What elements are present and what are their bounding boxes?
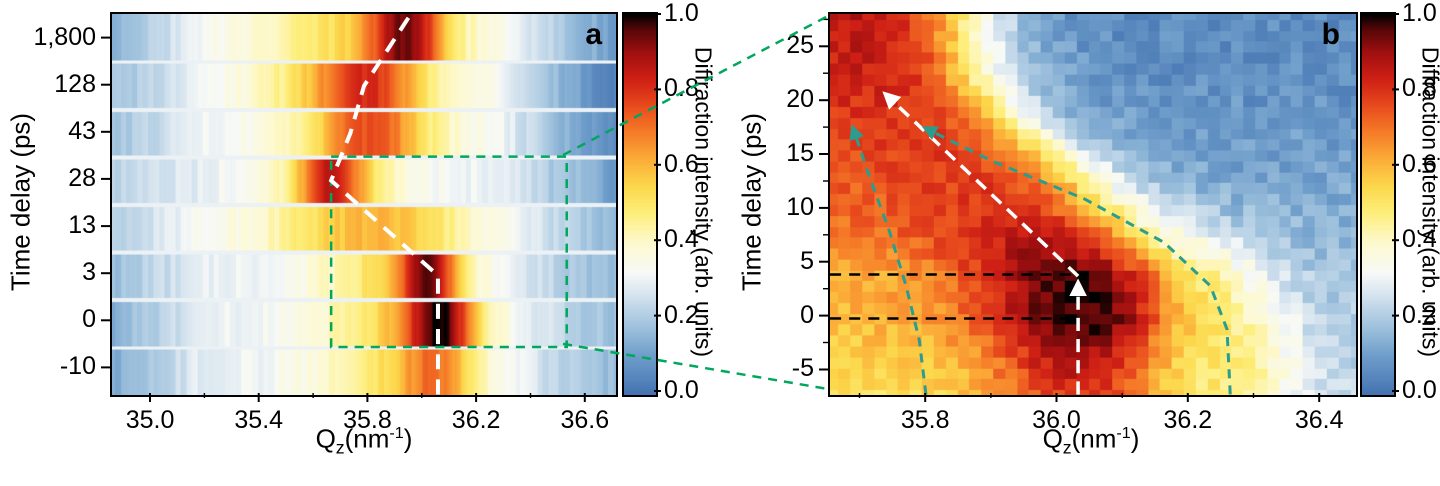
y-tick-label-a: -10 (59, 352, 96, 381)
q-subscript: z (335, 437, 345, 458)
unit-open: (nm (344, 423, 390, 454)
x-tick-label-a: 35.4 (234, 406, 284, 434)
unit-close: ) (1130, 423, 1140, 454)
y-tick-label-b: 15 (786, 139, 814, 168)
colorbar-b-gradient (1362, 14, 1394, 395)
y-tick-label-b: 5 (800, 246, 814, 275)
panel-a-heatmap (112, 14, 616, 395)
colorbar-tick-label-b: 0.6 (1402, 149, 1437, 178)
x-tick-label-b: 36.2 (1163, 406, 1213, 434)
colorbar-tick-label-a: 1.0 (664, 0, 699, 27)
y-tick-label-a: 3 (82, 258, 96, 287)
x-tick-label-a: 36.6 (560, 406, 610, 434)
colorbar-tick-label-a: 0.4 (664, 225, 699, 254)
colorbar-tick-label-b: 0.8 (1402, 74, 1437, 103)
colorbar-tick-label-b: 0.0 (1402, 376, 1437, 404)
y-tick-label-a: 43 (68, 116, 96, 145)
q-symbol: Q (1042, 423, 1063, 454)
x-tick-label-a: 35.8 (343, 406, 392, 434)
colorbar-a-gradient (624, 14, 656, 395)
panel-a-label: a (585, 18, 602, 51)
x-tick-label-a: 35.0 (125, 406, 175, 434)
colorbar-b (1360, 12, 1396, 397)
colorbar-tick-label-b: 0.4 (1402, 225, 1437, 254)
unit-exponent: -1 (1116, 423, 1131, 442)
y-tick-label-b: 0 (800, 300, 814, 329)
colorbar-tick-label-b: 0.2 (1402, 300, 1437, 329)
y-tick-label-a: 128 (54, 69, 96, 98)
q-subscript: z (1062, 437, 1072, 458)
unit-close: ) (403, 423, 413, 454)
panel-b-plot: b (828, 12, 1358, 397)
unit-open: (nm (1071, 423, 1117, 454)
x-tick-label-b: 36.4 (1294, 406, 1344, 434)
unit-exponent: -1 (389, 423, 404, 442)
q-symbol: Q (315, 423, 336, 454)
panel-b-x-axis-label: Qz(nm-1) (1043, 423, 1140, 458)
panel-b-heatmap (830, 14, 1356, 395)
colorbar-tick-label-a: 0.6 (664, 149, 699, 178)
panel-a-x-axis-label: Qz(nm-1) (316, 423, 413, 458)
x-tick-label-a: 36.2 (451, 406, 501, 434)
y-tick-label-a: 0 (82, 305, 96, 334)
colorbar-tick-label-b: 1.0 (1402, 0, 1437, 27)
y-tick-label-b: 10 (786, 192, 814, 221)
colorbar-tick-label-a: 0.8 (664, 74, 699, 103)
y-tick-label-a: 28 (68, 163, 96, 192)
y-tick-label-b: 25 (786, 31, 814, 60)
panel-b-label: b (1321, 18, 1340, 51)
y-tick-label-b: 20 (786, 85, 814, 114)
colorbar-a (622, 12, 658, 397)
x-tick-label-b: 36.0 (1032, 406, 1081, 434)
y-tick-label-b: -5 (791, 354, 814, 383)
colorbar-tick-label-a: 0.2 (664, 300, 699, 329)
colorbar-tick-label-a: 0.0 (664, 376, 699, 404)
y-tick-label-a: 13 (68, 211, 96, 240)
y-tick-label-a: 1,800 (33, 22, 96, 51)
x-tick-label-b: 35.8 (900, 406, 950, 434)
panel-a-plot: a (110, 12, 618, 397)
